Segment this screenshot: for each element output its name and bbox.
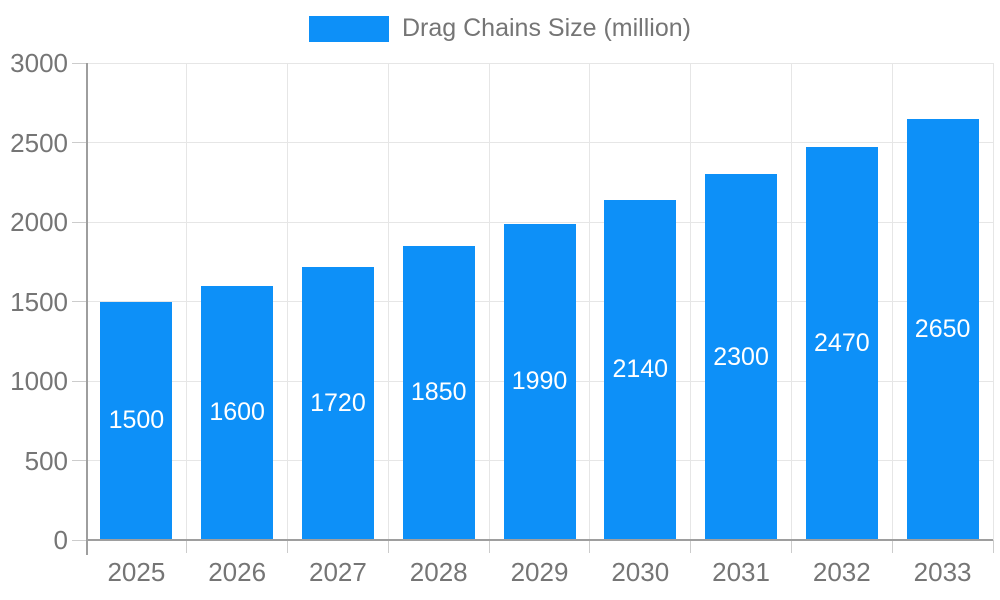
legend-label: Drag Chains Size (million) <box>402 14 691 42</box>
y-axis-tick-label: 2000 <box>10 207 68 237</box>
x-axis-tick-label: 2025 <box>107 557 166 587</box>
y-axis-tick-label: 2500 <box>10 127 68 158</box>
y-axis-tick-mark <box>72 539 86 541</box>
v-gridline <box>690 63 692 540</box>
y-axis-line <box>86 63 88 555</box>
bar-value-label: 1500 <box>108 406 165 435</box>
x-axis-tick-mark <box>891 540 893 553</box>
y-axis-tick-mark <box>72 460 86 461</box>
y-axis-tick-mark <box>72 301 86 302</box>
bar-value-label: 2140 <box>612 355 669 384</box>
v-gridline <box>589 63 591 540</box>
x-axis-tick-label: 2032 <box>812 557 871 587</box>
y-axis-tick-label: 3000 <box>10 48 68 78</box>
legend[interactable]: Drag Chains Size (million) <box>0 14 1000 43</box>
bar[interactable]: 1720 <box>301 266 374 540</box>
bar[interactable]: 2140 <box>604 199 677 540</box>
bar-value-label: 1990 <box>511 367 568 396</box>
x-axis-tick-mark <box>387 540 389 553</box>
bar-value-label: 2470 <box>814 329 870 358</box>
x-axis-tick-label: 2027 <box>309 557 367 587</box>
v-gridline <box>387 63 389 540</box>
h-gridline <box>86 62 993 64</box>
x-axis-tick-mark <box>287 540 289 553</box>
y-axis-tick-label: 0 <box>53 525 68 555</box>
v-gridline <box>186 63 188 540</box>
x-axis-tick-mark <box>186 540 188 553</box>
x-axis-tick-label: 2028 <box>409 557 468 587</box>
bar[interactable]: 2470 <box>805 147 878 540</box>
x-axis-tick-label: 2031 <box>712 557 770 587</box>
y-axis-tick-mark <box>72 142 86 143</box>
v-gridline <box>790 63 792 540</box>
bar-value-label: 1600 <box>209 398 265 427</box>
bar-value-label: 1850 <box>410 378 467 407</box>
y-axis-tick-mark <box>72 221 86 223</box>
bar[interactable]: 1600 <box>201 285 274 540</box>
v-gridline <box>488 63 490 540</box>
v-gridline <box>891 63 893 540</box>
x-axis-tick-mark <box>790 540 792 553</box>
x-axis-tick-mark <box>690 540 692 553</box>
x-axis-line <box>86 539 993 541</box>
v-gridline <box>992 63 994 540</box>
x-axis-tick-mark <box>992 540 994 553</box>
bar[interactable]: 2650 <box>906 118 979 540</box>
bar-value-label: 1720 <box>310 388 366 417</box>
legend-swatch <box>309 15 389 42</box>
bar[interactable]: 2300 <box>705 174 778 540</box>
x-axis-tick-label: 2026 <box>208 557 267 587</box>
bar[interactable]: 1850 <box>402 245 475 540</box>
y-axis-tick-label: 1000 <box>10 366 68 396</box>
y-axis-tick-label: 1500 <box>10 286 68 317</box>
bar[interactable]: 1990 <box>503 223 576 540</box>
h-gridline <box>86 142 993 143</box>
x-axis-tick-label: 2030 <box>611 557 670 587</box>
bar-value-label: 2300 <box>713 342 769 371</box>
y-axis-tick-mark <box>72 62 86 64</box>
y-axis-tick-label: 500 <box>24 445 68 476</box>
plot-area: 1500 1600 1720 1850 1990 2140 2300 2470 2650 <box>86 62 994 540</box>
y-axis-tick-mark <box>72 380 86 382</box>
x-axis-tick-label: 2033 <box>913 557 972 587</box>
bar-value-label: 2650 <box>914 314 971 343</box>
x-axis-tick-mark <box>589 540 591 553</box>
bar[interactable]: 1500 <box>100 301 173 540</box>
x-axis-tick-label: 2029 <box>510 557 569 587</box>
h-gridline <box>86 221 993 223</box>
v-gridline <box>287 63 289 540</box>
x-axis-tick-mark <box>488 540 490 553</box>
